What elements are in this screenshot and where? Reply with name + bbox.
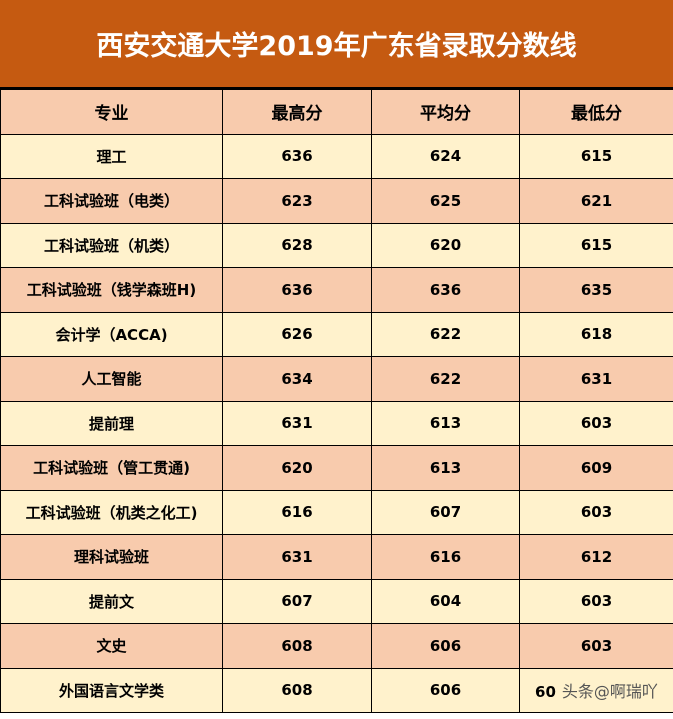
cell-min-score: 609 (519, 445, 673, 491)
cell-min-score: 635 (519, 267, 673, 313)
cell-avg-score: 624 (371, 133, 520, 179)
header-row: 专业 最高分 平均分 最低分 (0, 89, 673, 135)
cell-major: 提前理 (0, 400, 223, 446)
cell-min-score: 603 (519, 489, 673, 535)
cell-major: 工科试验班（机类之化工) (0, 489, 223, 535)
cell-avg-score: 620 (371, 222, 520, 268)
cell-max-score: 626 (222, 311, 372, 357)
cell-min-score: 603 (519, 578, 673, 624)
table-row: 理工 636 624 615 (0, 133, 673, 179)
table-row: 文史 608 606 603 (0, 623, 673, 669)
table-row: 会计学（ACCA) 626 622 618 (0, 311, 673, 357)
cell-max-score: 616 (222, 489, 372, 535)
header-major: 专业 (0, 89, 223, 135)
cell-min-score: 618 (519, 311, 673, 357)
cell-avg-score: 622 (371, 311, 520, 357)
cell-max-score: 636 (222, 267, 372, 313)
cell-major: 提前文 (0, 578, 223, 624)
table-row: 人工智能 634 622 631 (0, 356, 673, 402)
score-table: 专业 最高分 平均分 最低分 理工 636 624 615 工科试验班（电类） 623 62… (0, 89, 673, 713)
table-row: 外国语言文学类 608 606 60 头条@啊瑞吖 (0, 667, 673, 713)
cell-max-score: 636 (222, 133, 372, 179)
table-row: 工科试验班（钱学森班H) 636 636 635 (0, 267, 673, 313)
cell-major: 外国语言文学类 (0, 667, 223, 713)
cell-avg-score: 622 (371, 356, 520, 402)
table-row: 工科试验班（管工贯通) 620 613 609 (0, 445, 673, 491)
cell-major: 会计学（ACCA) (0, 311, 223, 357)
table-row: 理科试验班 631 616 612 (0, 534, 673, 580)
cell-min-score: 631 (519, 356, 673, 402)
cell-min-score: 612 (519, 534, 673, 580)
cell-major: 理工 (0, 133, 223, 179)
table-row: 工科试验班（机类之化工) 616 607 603 (0, 489, 673, 535)
table-row: 工科试验班（机类） 628 620 615 (0, 222, 673, 268)
cell-avg-score: 606 (371, 667, 520, 713)
cell-major: 工科试验班（管工贯通) (0, 445, 223, 491)
page-title: 西安交通大学2019年广东省录取分数线 (0, 0, 673, 89)
cell-min-score: 615 (519, 222, 673, 268)
cell-avg-score: 607 (371, 489, 520, 535)
cell-min-score: 603 (519, 400, 673, 446)
cell-avg-score: 613 (371, 400, 520, 446)
cell-max-score: 607 (222, 578, 372, 624)
cell-avg-score: 613 (371, 445, 520, 491)
cell-major: 文史 (0, 623, 223, 669)
cell-major: 理科试验班 (0, 534, 223, 580)
cell-max-score: 631 (222, 534, 372, 580)
cell-major: 工科试验班（电类） (0, 178, 223, 224)
watermark: 头条@啊瑞吖 (561, 682, 658, 702)
header-max: 最高分 (222, 89, 372, 135)
cell-max-score: 631 (222, 400, 372, 446)
table-row: 工科试验班（电类） 623 625 621 (0, 178, 673, 224)
cell-max-score: 608 (222, 667, 372, 713)
header-avg: 平均分 (371, 89, 520, 135)
cell-min-score-value: 60 (535, 683, 556, 702)
cell-max-score: 608 (222, 623, 372, 669)
cell-avg-score: 606 (371, 623, 520, 669)
cell-major: 工科试验班（钱学森班H) (0, 267, 223, 313)
table-row: 提前文 607 604 603 (0, 578, 673, 624)
header-min: 最低分 (519, 89, 673, 135)
cell-min-score: 60 头条@啊瑞吖 (519, 667, 673, 713)
cell-min-score: 615 (519, 133, 673, 179)
cell-max-score: 620 (222, 445, 372, 491)
cell-max-score: 623 (222, 178, 372, 224)
cell-major: 人工智能 (0, 356, 223, 402)
cell-avg-score: 625 (371, 178, 520, 224)
cell-min-score: 603 (519, 623, 673, 669)
table-row: 提前理 631 613 603 (0, 400, 673, 446)
cell-avg-score: 636 (371, 267, 520, 313)
cell-major: 工科试验班（机类） (0, 222, 223, 268)
cell-avg-score: 616 (371, 534, 520, 580)
cell-min-score: 621 (519, 178, 673, 224)
cell-max-score: 628 (222, 222, 372, 268)
cell-avg-score: 604 (371, 578, 520, 624)
cell-max-score: 634 (222, 356, 372, 402)
